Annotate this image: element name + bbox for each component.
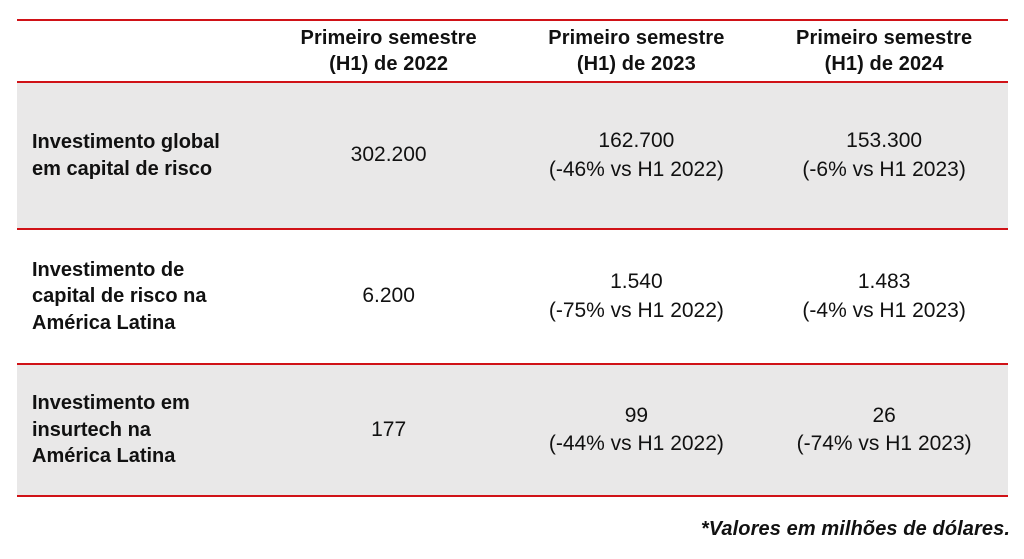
cell-global-vc-2022: 302.200 bbox=[350, 143, 427, 167]
row-label-latam-vc: Investimento de capital de risco na Amér… bbox=[32, 258, 207, 334]
cell-global-vc-2023: 162.700 (-46% vs H1 2022) bbox=[548, 129, 724, 181]
investment-table: Primeiro semestre (H1) de 2022 Primeiro … bbox=[17, 19, 1008, 497]
table-row-latam-vc: Investimento de capital de risco na Amér… bbox=[17, 230, 1008, 365]
cell-latam-vc-2024: 1.483 (-4% vs H1 2023) bbox=[802, 270, 966, 322]
table-row-global-vc: Investimento global em capital de risco … bbox=[17, 83, 1008, 230]
row-label-global-vc: Investimento global em capital de risco bbox=[32, 131, 220, 180]
table-header-row: Primeiro semestre (H1) de 2022 Primeiro … bbox=[17, 19, 1008, 83]
header-cell-h1-2023: Primeiro semestre (H1) de 2023 bbox=[548, 27, 725, 75]
cell-latam-insurtech-2023: 99 (-44% vs H1 2022) bbox=[548, 403, 724, 455]
cell-latam-vc-2022: 6.200 bbox=[362, 284, 415, 308]
footnote-values-in-millions: *Valores em milhões de dólares. bbox=[700, 518, 1010, 540]
cell-latam-insurtech-2024: 26 (-74% vs H1 2023) bbox=[796, 403, 972, 455]
header-cell-h1-2024: Primeiro semestre (H1) de 2024 bbox=[796, 27, 973, 75]
cell-latam-vc-2023: 1.540 (-75% vs H1 2022) bbox=[548, 270, 724, 322]
header-cell-empty bbox=[17, 21, 265, 81]
table-row-latam-insurtech: Investimento em insurtech na América Lat… bbox=[17, 365, 1008, 497]
header-cell-h1-2022: Primeiro semestre (H1) de 2022 bbox=[300, 27, 477, 75]
cell-global-vc-2024: 153.300 (-6% vs H1 2023) bbox=[802, 129, 966, 181]
cell-latam-insurtech-2022: 177 bbox=[371, 417, 407, 441]
row-label-latam-insurtech: Investimento em insurtech na América Lat… bbox=[32, 392, 190, 468]
